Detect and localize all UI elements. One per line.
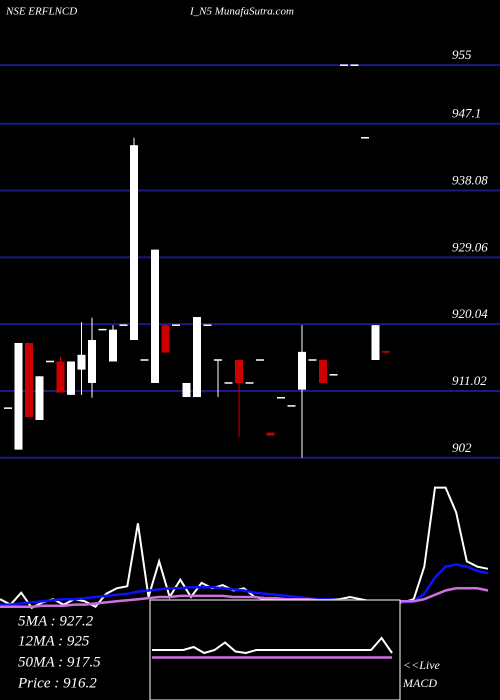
ma-label: 5MA : 927.2 [18,613,94,629]
candle-body [193,317,201,398]
y-tick-label: 947.1 [452,106,481,121]
y-tick-label: 955 [452,47,472,62]
ma-label: 12MA : 925 [18,633,90,649]
ma-label: 50MA : 917.5 [18,654,101,670]
candle-body [67,361,75,395]
indicator-line [152,636,393,655]
y-tick-label: 929.06 [452,239,488,254]
candle-body [109,329,117,362]
candle-body [88,340,96,383]
chart-title: NSE ERFLNCD [5,6,77,18]
candle-body [35,376,44,420]
candle-body [56,361,65,393]
y-tick-label: 920.04 [452,306,488,321]
chart-subtitle: I_N5 MunafaSutra.com [189,6,294,18]
candle-body [319,360,327,383]
live-label: <<Live [403,658,441,672]
y-tick-label: 938.08 [452,173,488,188]
candle-body [298,351,306,390]
candle-body [14,342,23,450]
candle-body [371,325,380,360]
y-tick-label: 902 [452,440,472,455]
y-tick-label: 911.02 [452,373,487,388]
price-label: Price : 916.2 [17,675,97,691]
candle-body [161,325,170,353]
candle-body [25,342,33,418]
candle-body [77,354,86,370]
candle-body [151,249,159,383]
candle-body [266,432,275,436]
candle-body [235,360,243,383]
candle-body [182,382,191,398]
indicator-line [0,587,489,609]
candle-body [130,145,138,340]
macd-label: MACD [402,676,437,690]
